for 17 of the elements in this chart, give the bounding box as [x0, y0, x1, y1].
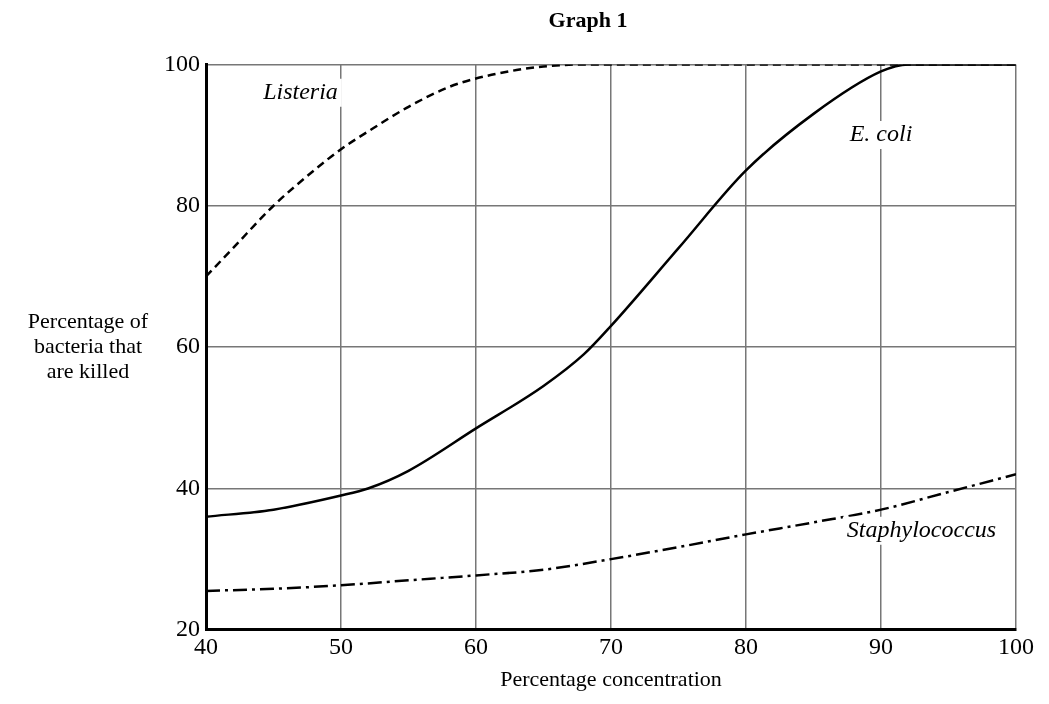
x-tick-label: 70	[599, 633, 623, 660]
y-tick-label: 100	[164, 49, 200, 76]
series-label: Listeria	[262, 77, 338, 104]
y-axis-title: Percentage of bacteria that are killed	[27, 307, 149, 383]
y-tick-label: 60	[176, 332, 200, 359]
x-tick-label: 50	[329, 633, 353, 660]
y-tick-label: 20	[176, 615, 200, 642]
y-tick-label: 80	[176, 191, 200, 218]
chart-title: Graph 1	[548, 6, 628, 32]
series-label: Staphylococcus	[846, 516, 997, 543]
x-tick-label: 60	[464, 633, 488, 660]
x-axis-title: Percentage concentration	[500, 665, 722, 691]
x-tick-label: 90	[869, 633, 893, 660]
x-tick-label: 80	[734, 633, 758, 660]
y-tick-label: 40	[176, 473, 200, 500]
x-tick-label: 100	[998, 633, 1034, 660]
series-label: E. coli	[848, 120, 913, 147]
